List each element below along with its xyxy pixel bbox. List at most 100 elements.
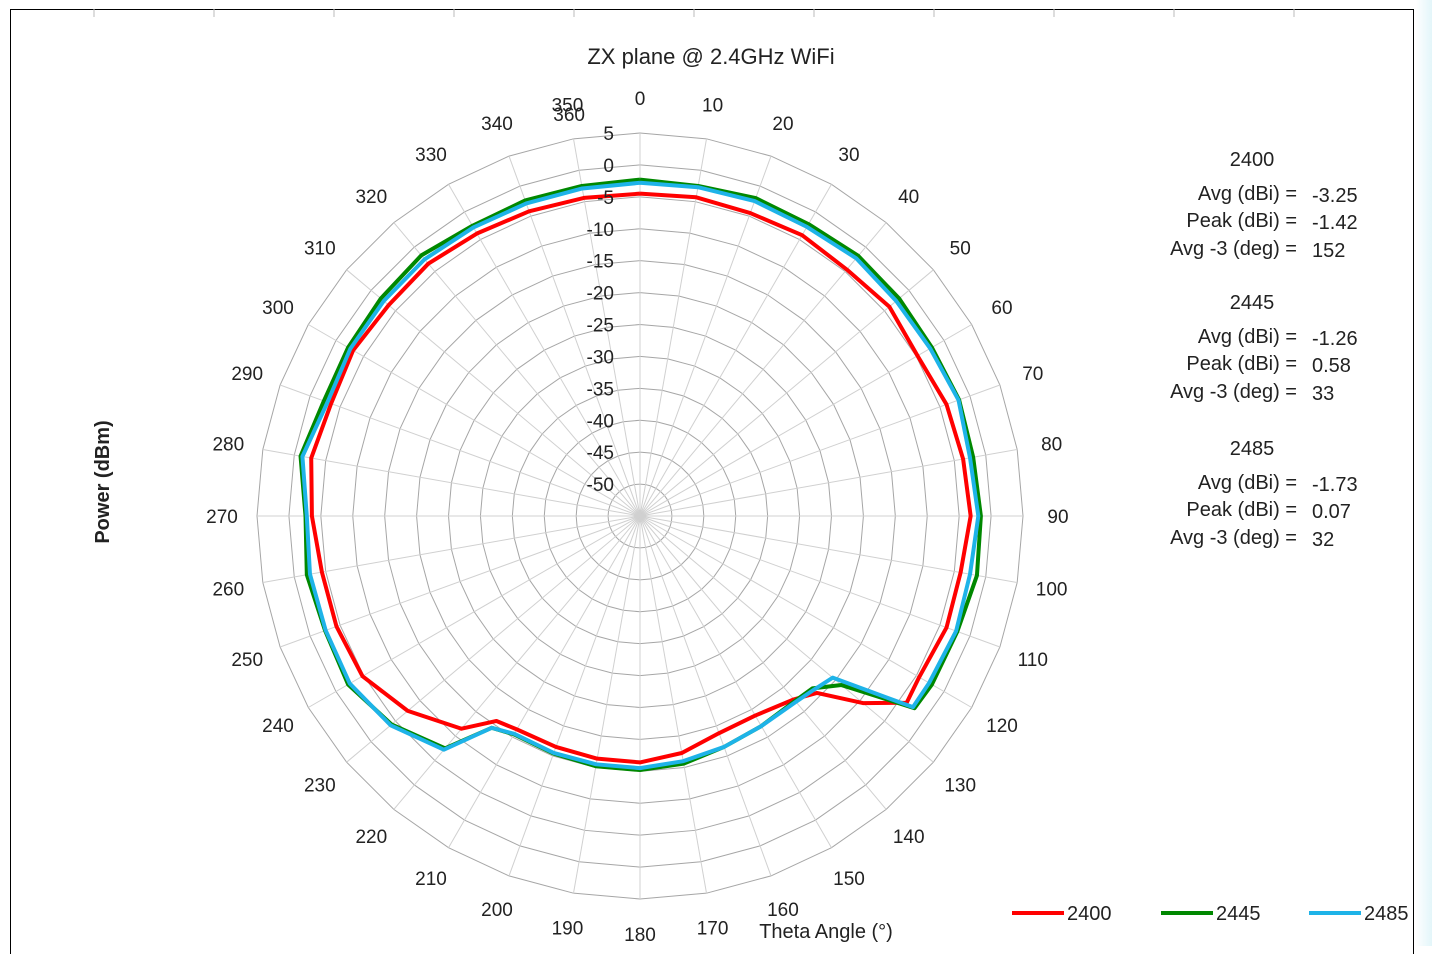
angle-label-360: 360: [553, 105, 585, 126]
angle-label-0: 0: [635, 89, 646, 110]
stat-peak-value: 0.07: [1312, 501, 1351, 523]
radial-tick-label: -30: [587, 347, 614, 368]
stat-avg-label: Avg (dBi) =: [1198, 326, 1297, 348]
stats-panel: 2400 Avg (dBi) = -3.25 Peak (dBi) = -1.42 Avg…: [1170, 149, 1358, 551]
x-axis-title: Theta Angle (°): [759, 921, 893, 943]
legend: 2400 2445 2485: [1012, 903, 1409, 925]
radial-tick-label: -5: [597, 188, 614, 209]
stat-avg3-label: Avg -3 (deg) =: [1170, 238, 1297, 260]
chart-title: ZX plane @ 2.4GHz WiFi: [587, 44, 834, 69]
angle-label-330: 330: [415, 145, 447, 166]
grid-spoke: [262, 515, 641, 583]
stat-avg-value: -1.26: [1312, 328, 1358, 350]
grid-spoke: [639, 449, 1018, 517]
angle-label-230: 230: [304, 776, 336, 797]
angle-label-120: 120: [986, 716, 1018, 737]
angle-label-130: 130: [944, 776, 976, 797]
angle-label-140: 140: [893, 827, 925, 848]
angle-label-300: 300: [262, 298, 294, 319]
grid-spoke: [639, 515, 887, 810]
grid-spoke: [573, 138, 641, 517]
angle-label-30: 30: [838, 145, 859, 166]
stat-frequency: 2400: [1230, 149, 1275, 171]
grid-spoke: [639, 155, 772, 517]
grid-spoke: [639, 515, 772, 877]
angle-label-340: 340: [481, 114, 513, 135]
grid-spoke: [639, 138, 707, 517]
radial-tick-label: -50: [587, 475, 614, 496]
stat-avg3-value: 33: [1312, 383, 1334, 405]
grid-spoke: [639, 515, 832, 848]
y-axis-title: Power (dBm): [92, 420, 114, 543]
radial-tick-label: -20: [587, 284, 614, 305]
grid-spoke: [508, 515, 641, 877]
angle-label-170: 170: [697, 919, 729, 940]
window-edge: [1416, 0, 1432, 946]
grid-spoke: [639, 515, 972, 708]
radial-tick-label: -10: [587, 220, 614, 241]
angle-label-80: 80: [1041, 434, 1062, 455]
angle-label-280: 280: [212, 434, 244, 455]
stat-peak-value: -1.42: [1312, 212, 1358, 234]
angle-label-320: 320: [355, 187, 387, 208]
grid-spoke: [279, 515, 641, 648]
stat-avg3-label: Avg -3 (deg) =: [1170, 381, 1297, 403]
stat-avg-value: -1.73: [1312, 474, 1358, 496]
radial-tick-label: 5: [603, 124, 614, 145]
stat-peak-label: Peak (dBi) =: [1186, 353, 1297, 375]
angle-label-90: 90: [1047, 507, 1068, 528]
grid-spoke: [262, 449, 641, 517]
series-2445-line: [298, 177, 983, 773]
grid-spoke: [308, 324, 641, 517]
series-layer: [298, 177, 983, 773]
grid-spoke: [448, 515, 641, 848]
angle-label-70: 70: [1022, 364, 1043, 385]
angle-label-220: 220: [355, 827, 387, 848]
angle-label-40: 40: [898, 187, 919, 208]
stat-avg-label: Avg (dBi) =: [1198, 183, 1297, 205]
grid-spoke: [393, 515, 641, 810]
angle-label-10: 10: [702, 95, 723, 116]
series-2400-line: [309, 191, 973, 765]
angle-label-110: 110: [1018, 650, 1048, 671]
stat-peak-label: Peak (dBi) =: [1186, 499, 1297, 521]
stat-avg-value: -3.25: [1312, 185, 1358, 207]
grid-spoke: [639, 515, 707, 894]
legend-label-2400: 2400: [1067, 903, 1112, 925]
angle-label-50: 50: [950, 238, 971, 259]
grid-spoke: [639, 269, 934, 517]
grid-spoke: [573, 515, 641, 894]
stat-frequency: 2485: [1230, 438, 1275, 460]
angle-label-190: 190: [552, 919, 584, 940]
grid-spoke: [279, 384, 641, 517]
radial-tick-label: 0: [603, 156, 614, 177]
angle-tick-labels: 0 102030405060708090100110120130140150160…: [206, 89, 1068, 946]
angle-label-250: 250: [231, 650, 263, 671]
stat-avg3-value: 32: [1312, 529, 1334, 551]
angle-label-20: 20: [772, 114, 793, 135]
angle-label-160: 160: [767, 900, 799, 921]
legend-label-2445: 2445: [1216, 903, 1261, 925]
radial-tick-label: -15: [587, 252, 614, 273]
grid-spoke: [448, 184, 641, 517]
stat-peak-label: Peak (dBi) =: [1186, 210, 1297, 232]
angle-label-350: 350: [552, 95, 584, 116]
grid-spoke: [639, 515, 934, 763]
angle-label-60: 60: [991, 298, 1012, 319]
top-axis-ticks: [93, 9, 1295, 17]
grid-spoke: [639, 384, 1001, 517]
angle-label-270: 270: [206, 507, 238, 528]
angle-label-260: 260: [212, 580, 244, 601]
grid-spoke: [508, 155, 641, 517]
series-2485-line: [300, 180, 981, 771]
polar-grid: [256, 132, 1024, 900]
angle-label-100: 100: [1036, 580, 1068, 601]
radial-tick-labels: 5 0 -5 -10 -15 -20 -25 -30 -35 -40 -45 -50: [587, 124, 614, 496]
stat-avg-label: Avg (dBi) =: [1198, 472, 1297, 494]
stat-frequency: 2445: [1230, 292, 1275, 314]
radial-tick-label: -40: [587, 411, 614, 432]
angle-label-150: 150: [833, 869, 865, 890]
radial-tick-label: -25: [587, 316, 614, 337]
angle-label-200: 200: [481, 900, 513, 921]
